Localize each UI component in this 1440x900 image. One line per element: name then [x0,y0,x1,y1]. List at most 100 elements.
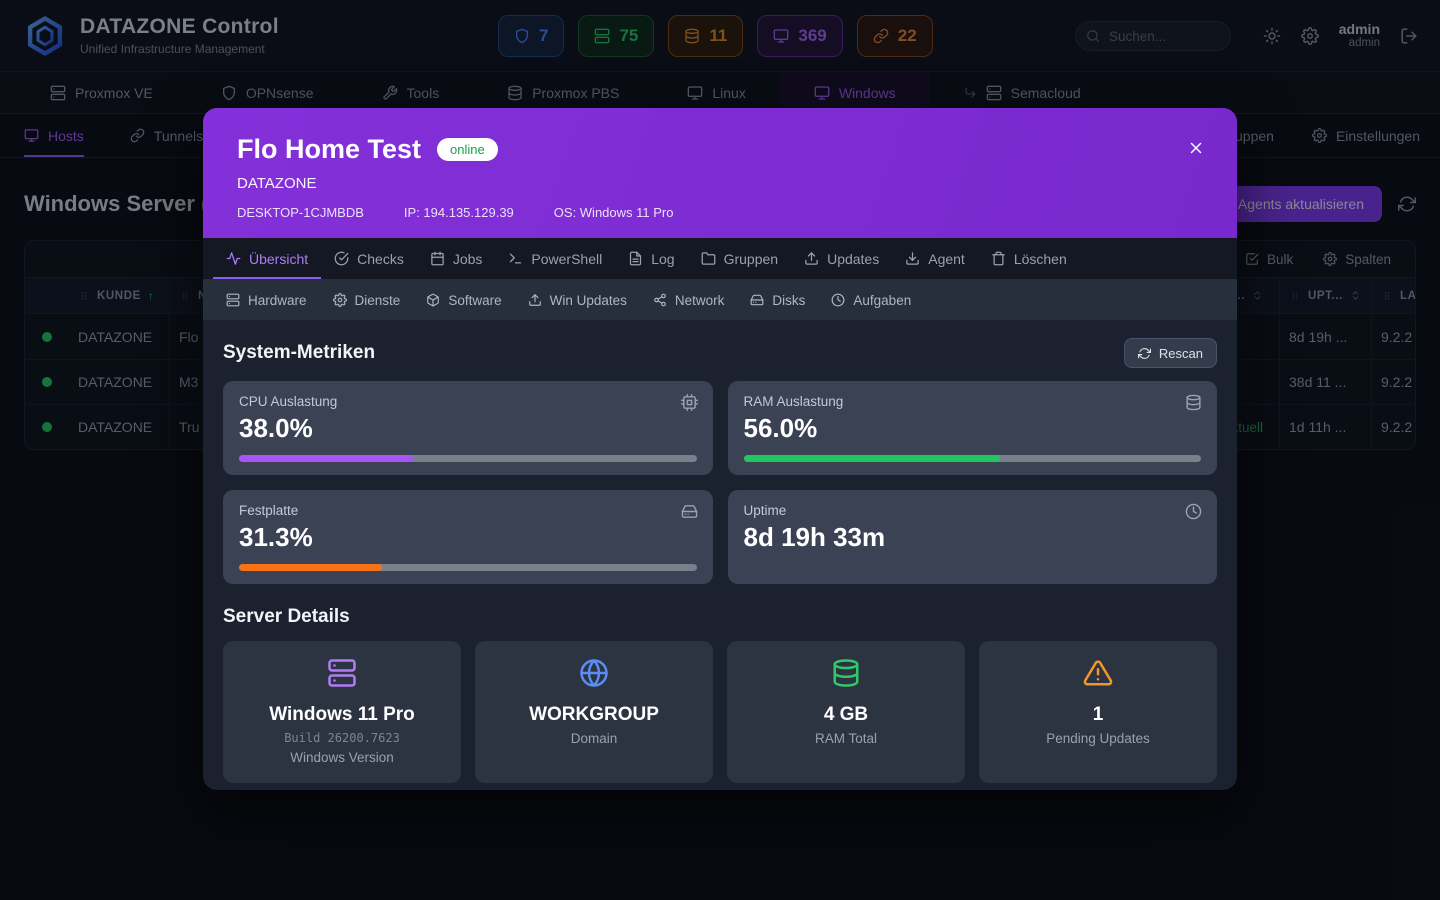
app-logo-icon [24,15,66,57]
grip-icon[interactable] [1381,290,1393,302]
warning-icon [1083,658,1113,688]
grip-icon[interactable] [78,290,90,302]
subnav-item-einstellungen[interactable]: Einstellungen [1311,114,1420,157]
tab-hardware[interactable]: Hardware [213,280,320,320]
grip-icon[interactable] [179,290,191,302]
metric-label: Festplatte [239,503,299,518]
app-subtitle: Unified Infrastructure Management [80,42,265,56]
bulk-label: Bulk [1266,251,1294,267]
tab-label: Übersicht [249,250,309,267]
hard-drive-icon [681,503,698,520]
sort-asc-icon[interactable]: ↑ [147,288,155,303]
badge-windows[interactable]: 369 [757,15,843,57]
refresh-icon[interactable] [1398,195,1416,213]
table-header-kunde[interactable]: KUNDE ↑ [69,278,169,313]
metric-card-cpu-auslastung: CPU Auslastung 38.0% [223,381,713,475]
shield-icon [514,28,530,44]
cell-uptime: 38d 11 ... [1289,374,1347,390]
detail-value: 4 GB [823,704,869,725]
table-header-upt[interactable]: UPT... [1279,278,1371,313]
bulk-button[interactable]: Bulk [1245,252,1293,267]
detail-value: Windows 11 Pro [269,704,415,725]
tab-dienste[interactable]: Dienste [320,280,414,320]
columns-label: Spalten [1345,251,1391,267]
subnav-item-label: Hosts [48,127,84,144]
subnav-item-tunnels[interactable]: Tunnels [130,114,203,157]
search-box[interactable] [1075,21,1231,51]
rescan-label: Rescan [1158,345,1203,361]
rescan-button[interactable]: Rescan [1123,338,1217,368]
tab-label: Software [448,292,502,308]
nav-item-linux[interactable]: Linux [653,72,779,113]
logout-icon[interactable] [1400,27,1418,45]
tab-label: Aufgaben [853,292,912,308]
metric-card-uptime: Uptime 8d 19h 33m [727,490,1217,584]
tab-l-schen[interactable]: Löschen [978,238,1080,279]
gear-icon [1311,128,1327,143]
tab-gruppen[interactable]: Gruppen [688,238,791,279]
status-dot [42,331,52,342]
settings-icon[interactable] [1300,27,1319,45]
cell-uptime: 8d 19h ... [1289,328,1348,345]
modal-body: System-Metriken Rescan CPU Auslastung 38.… [203,320,1237,790]
file-text-icon [628,251,643,266]
tab-checks[interactable]: Checks [321,238,417,279]
table-header-las[interactable]: LAS... [1371,278,1415,313]
badge-firewalls[interactable]: 7 [498,15,565,57]
tab-updates[interactable]: Updates [791,238,892,279]
progress-fill [743,455,1000,462]
badge-storage[interactable]: 11 [668,15,744,57]
nav-item-windows[interactable]: Windows [779,72,930,113]
tab-win-updates[interactable]: Win Updates [515,280,640,320]
column-label[interactable]: LAS... [1400,289,1415,302]
grip-icon[interactable] [1289,290,1301,302]
tab-label: Win Updates [549,292,627,308]
main-nav: Proxmox VE OPNsense Tools Proxmox PBS Linux W… [0,72,1440,114]
badge-count: 22 [897,26,917,45]
check-circle-icon [334,251,349,266]
nav-item-proxmox-pbs[interactable]: Proxmox PBS [473,72,653,113]
tab-label: Löschen [1013,250,1067,267]
tab-bersicht[interactable]: Übersicht [213,238,321,279]
agents-update-button[interactable]: Agents aktualisieren [1219,186,1382,222]
tab-jobs[interactable]: Jobs [417,238,496,279]
monitor-icon [814,85,830,101]
nav-item-semacloud[interactable]: Semacloud [930,72,1115,113]
subnav-item-hosts[interactable]: Hosts [24,114,84,157]
theme-toggle-icon[interactable] [1263,27,1281,45]
user-menu[interactable]: admin admin [1339,21,1380,50]
tab-network[interactable]: Network [640,280,738,320]
tab-label: Jobs [452,250,483,267]
nav-item-proxmox-ve[interactable]: Proxmox VE [16,72,187,113]
close-icon[interactable] [1185,138,1207,160]
tab-label: Gruppen [723,250,779,267]
tab-aufgaben[interactable]: Aufgaben [818,280,924,320]
top-header: DATAZONE Control Unified Infrastructure … [0,0,1440,72]
updown-icon[interactable] [1350,290,1361,301]
badge-tunnels[interactable]: 22 [856,15,933,57]
column-label[interactable]: KUNDE [97,289,141,302]
globe-icon [579,658,609,688]
tab-log[interactable]: Log [615,238,687,279]
tab-label: PowerShell [531,250,603,267]
status-dot [42,377,52,387]
package-icon [426,293,440,307]
modal-tabs-primary: Übersicht Checks Jobs PowerShell Log Gruppen U… [203,238,1237,280]
updown-icon[interactable] [1252,290,1263,301]
status-badge: online [437,138,498,161]
section-title-details: Server Details [223,606,350,627]
cell-last: 9.2.2 [1381,328,1413,345]
table-row[interactable]: DATAZONE Flo 8d 19h ... 9.2.2 [25,314,1415,359]
tab-agent[interactable]: Agent [892,238,978,279]
nav-item-tools[interactable]: Tools [348,72,474,113]
cpu-icon [680,394,698,411]
column-label[interactable]: UPT... [1308,289,1343,302]
detail-value: 1 [1092,704,1104,725]
tab-disks[interactable]: Disks [737,280,818,320]
tab-powershell[interactable]: PowerShell [495,238,615,279]
badge-servers[interactable]: 75 [578,15,655,57]
nav-item-opnsense[interactable]: OPNsense [187,72,348,113]
tab-software[interactable]: Software [413,280,514,320]
search-input[interactable] [1107,27,1220,45]
columns-button[interactable]: Spalten [1323,252,1391,267]
